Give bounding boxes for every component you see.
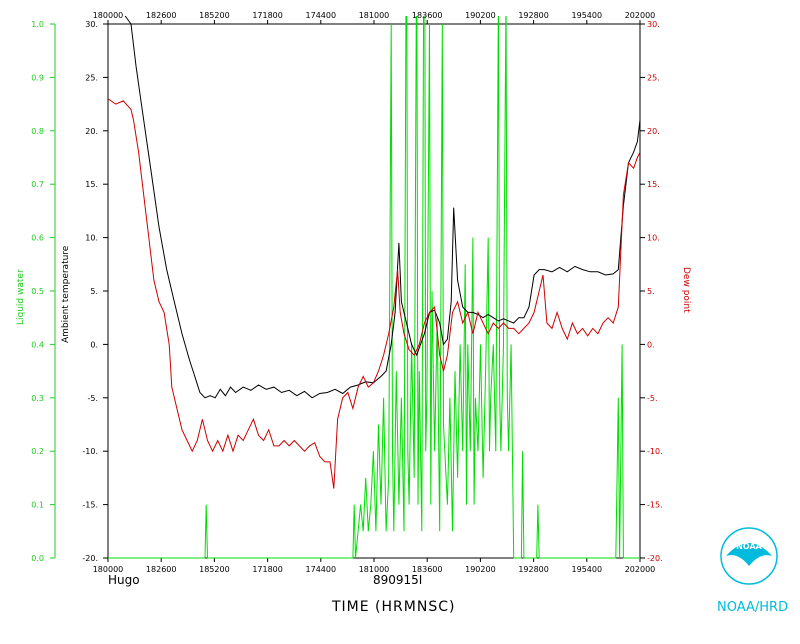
- x-tick-label-top: 192800: [518, 11, 549, 20]
- x-tick-label-bottom: 190200: [465, 565, 496, 574]
- org-label: NOAA/HRD: [717, 600, 788, 615]
- x-tick-label-bottom: 202000: [625, 565, 656, 574]
- noaa-logo-circle: [720, 527, 778, 585]
- x-tick-label-bottom: 185200: [199, 565, 230, 574]
- dew-tick-label-right: 5.: [647, 287, 655, 296]
- liquid-water-tick-label: 0.7: [31, 180, 44, 189]
- dew-tick-label-right: -10.: [647, 447, 663, 456]
- x-tick-label-bottom: 180000: [93, 565, 124, 574]
- temp-tick-label-left: 15.: [85, 180, 98, 189]
- temp-tick-label-left: 25.: [85, 73, 98, 82]
- temp-tick-label-left: -5.: [87, 394, 98, 403]
- date-label: 890915I: [373, 573, 422, 587]
- temp-tick-label-left: -20.: [82, 554, 98, 563]
- x-tick-label-bottom: 195400: [572, 565, 603, 574]
- dew-point-axis-title: Dew point: [681, 267, 691, 313]
- x-axis-title: TIME (HRMNSC): [331, 599, 455, 615]
- dew-tick-label-right: 15.: [647, 180, 660, 189]
- storm-label: Hugo: [108, 573, 140, 587]
- liquid-water-tick-label: 0.8: [31, 127, 44, 136]
- x-tick-label-bottom: 181000: [359, 565, 390, 574]
- ambient-temperature-axis-title: Ambient temperature: [61, 245, 71, 343]
- liquid-water-tick-label: 0.2: [31, 447, 44, 456]
- x-tick-label-bottom: 182600: [146, 565, 177, 574]
- x-tick-label-top: 174400: [306, 11, 337, 20]
- noaa-logo: NOAA: [720, 527, 778, 585]
- x-tick-label-top: 171800: [252, 11, 283, 20]
- liquid-water-tick-label: 0.0: [31, 554, 44, 563]
- x-tick-label-top: 202000: [625, 11, 656, 20]
- dew-tick-label-right: -20.: [647, 554, 663, 563]
- x-tick-label-top: 195400: [572, 11, 603, 20]
- liquid-water-tick-label: 0.4: [31, 340, 44, 349]
- liquid-water-tick-label: 0.9: [31, 73, 44, 82]
- x-tick-label-top: 182600: [146, 11, 177, 20]
- x-tick-label-bottom: 171800: [252, 565, 283, 574]
- liquid-water-tick-label: 0.3: [31, 394, 44, 403]
- liquid-water-tick-label: 0.5: [31, 287, 44, 296]
- liquid-water-axis-title: Liquid water: [16, 269, 26, 325]
- liquid-water-tick-label: 0.1: [31, 501, 44, 510]
- dew-tick-label-right: -15.: [647, 501, 663, 510]
- dew-tick-label-right: 20.: [647, 127, 660, 136]
- series-liquid-water: [108, 16, 640, 559]
- series-ambient-temperature: [124, 16, 640, 399]
- temp-tick-label-left: -10.: [82, 447, 98, 456]
- temp-tick-label-left: -15.: [82, 501, 98, 510]
- x-tick-label-bottom: 183600: [412, 565, 443, 574]
- dew-tick-label-right: 10.: [647, 234, 660, 243]
- liquid-water-tick-label: 0.6: [31, 234, 44, 243]
- x-tick-label-top: 183600: [412, 11, 443, 20]
- x-tick-label-top: 190200: [465, 11, 496, 20]
- noaa-logo-text: NOAA: [736, 542, 762, 551]
- x-tick-label-bottom: 192800: [518, 565, 549, 574]
- x-tick-label-top: 180000: [93, 11, 124, 20]
- series-dew-point: [108, 98, 640, 489]
- temp-tick-label-left: 10.: [85, 234, 98, 243]
- dew-tick-label-right: 25.: [647, 73, 660, 82]
- x-tick-label-bottom: 174400: [306, 565, 337, 574]
- temp-tick-label-left: 30.: [85, 20, 98, 29]
- dew-tick-label-right: -5.: [647, 394, 658, 403]
- temp-tick-label-left: 0.: [90, 340, 98, 349]
- temp-tick-label-left: 20.: [85, 127, 98, 136]
- dew-tick-label-right: 30.: [647, 20, 660, 29]
- liquid-water-tick-label: 1.0: [31, 20, 44, 29]
- noaa-logo-bird: [726, 543, 772, 566]
- x-tick-label-top: 181000: [359, 11, 390, 20]
- x-tick-label-top: 185200: [199, 11, 230, 20]
- temp-tick-label-left: 5.: [90, 287, 98, 296]
- dew-tick-label-right: 0.: [647, 340, 655, 349]
